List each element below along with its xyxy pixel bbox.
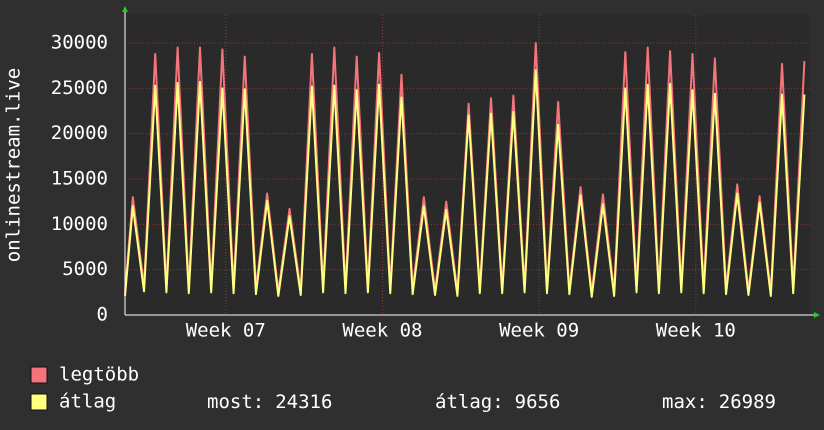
legend-label: átlag — [59, 391, 116, 413]
stat-value: 24316 — [275, 391, 332, 413]
series-line — [124, 69, 806, 298]
stat-value: 9656 — [515, 391, 561, 413]
y-arrow — [122, 6, 128, 12]
x-tick-label: Week 07 — [186, 320, 266, 342]
y-tick-label: 30000 — [51, 32, 108, 54]
y-tick-label: 0 — [97, 304, 108, 326]
y-tick-label: 25000 — [51, 77, 108, 99]
y-tick-label: 15000 — [51, 168, 108, 190]
y-tick-label: 10000 — [51, 213, 108, 235]
legend-swatch — [30, 393, 48, 411]
x-arrow — [814, 312, 820, 318]
y-tick-label: 20000 — [51, 122, 108, 144]
stat-label: max: — [662, 391, 708, 413]
x-tick-label: Week 08 — [342, 320, 422, 342]
y-axis-label: onlinestream.live — [3, 68, 25, 262]
legend-swatch — [30, 366, 48, 384]
stat-label: átlag: — [435, 391, 504, 413]
x-tick-label: Week 10 — [656, 320, 736, 342]
stat: max: 26989 — [662, 391, 776, 413]
stat: most: 24316 — [207, 391, 332, 413]
legend-label: legtöbb — [59, 364, 139, 386]
stat-label: most: — [207, 391, 264, 413]
stat: átlag: 9656 — [435, 391, 560, 413]
stat-value: 26989 — [719, 391, 776, 413]
x-tick-label: Week 09 — [499, 320, 579, 342]
y-tick-label: 5000 — [62, 258, 108, 280]
